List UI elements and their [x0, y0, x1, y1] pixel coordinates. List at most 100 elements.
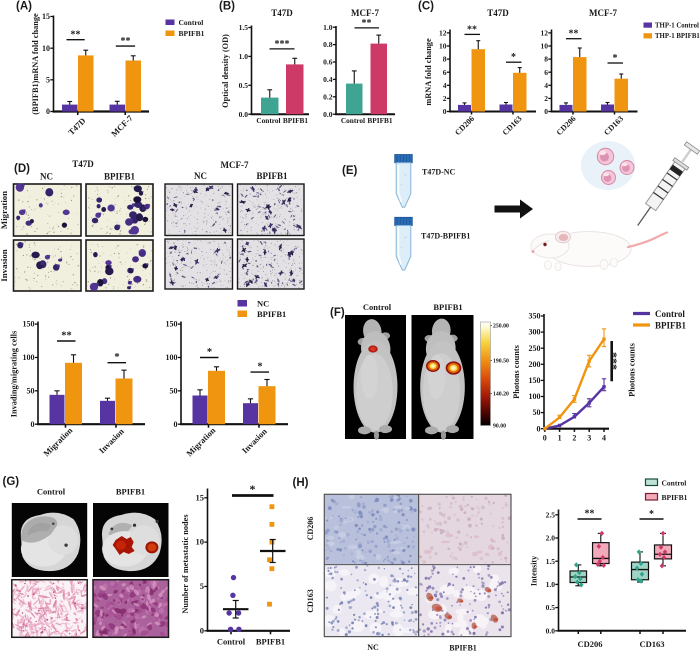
svg-text:350: 350 — [529, 312, 541, 321]
svg-text:190.50: 190.50 — [493, 359, 509, 365]
svg-text:8: 8 — [544, 55, 548, 64]
svg-text:***: *** — [275, 39, 290, 50]
svg-text:**: ** — [61, 331, 72, 342]
svg-text:BPIFB1: BPIFB1 — [179, 29, 205, 38]
svg-text:(D): (D) — [14, 163, 30, 175]
svg-text:0: 0 — [46, 107, 50, 116]
svg-text:12: 12 — [439, 29, 447, 38]
svg-text:0.4: 0.4 — [323, 75, 333, 84]
svg-text:140.20: 140.20 — [493, 392, 509, 398]
svg-text:2: 2 — [544, 94, 548, 103]
svg-text:Control: Control — [662, 479, 687, 488]
svg-text:**: ** — [467, 24, 477, 35]
svg-text:0: 0 — [31, 420, 35, 429]
svg-text:BPIFB1: BPIFB1 — [116, 487, 145, 497]
svg-text:*: * — [207, 347, 212, 358]
svg-text:4: 4 — [443, 81, 447, 90]
svg-text:0: 0 — [200, 625, 204, 635]
svg-text:BPIFB1: BPIFB1 — [449, 644, 477, 653]
svg-text:BPIFB1: BPIFB1 — [256, 637, 285, 647]
svg-text:90.00: 90.00 — [493, 424, 506, 430]
svg-text:Control: Control — [217, 637, 246, 647]
svg-text:Photons counts: Photons counts — [512, 344, 521, 398]
svg-text:**: ** — [585, 509, 595, 520]
svg-text:BPIFB1: BPIFB1 — [283, 116, 308, 125]
svg-text:50: 50 — [27, 386, 35, 395]
svg-text:*: * — [613, 53, 618, 64]
svg-text:1: 1 — [558, 434, 562, 443]
svg-text:2.5: 2.5 — [546, 510, 556, 519]
svg-text:10: 10 — [42, 44, 50, 53]
svg-text:CD206: CD206 — [577, 639, 602, 649]
svg-text:T47D: T47D — [271, 8, 293, 18]
svg-text:BPIFB1: BPIFB1 — [257, 309, 286, 319]
svg-text:*: * — [649, 509, 654, 520]
svg-text:BPIFB1: BPIFB1 — [433, 302, 462, 312]
svg-text:12: 12 — [541, 29, 549, 38]
svg-text:250: 250 — [529, 344, 541, 353]
svg-text:2: 2 — [572, 434, 576, 443]
svg-text:Invasion: Invasion — [0, 249, 9, 281]
svg-text:Optical density (OD): Optical density (OD) — [221, 34, 230, 108]
svg-text:4: 4 — [602, 434, 606, 443]
svg-text:50: 50 — [533, 408, 541, 417]
svg-text:0: 0 — [443, 107, 447, 116]
svg-text:**: ** — [362, 18, 372, 29]
svg-text:Control: Control — [655, 309, 685, 319]
svg-text:MCF-7: MCF-7 — [589, 8, 617, 18]
svg-text:5: 5 — [200, 581, 204, 591]
svg-text:1.0: 1.0 — [323, 23, 333, 32]
svg-text:*: * — [511, 52, 516, 63]
svg-text:BPIFB1: BPIFB1 — [256, 171, 288, 181]
svg-text:0.8: 0.8 — [323, 40, 333, 49]
svg-text:150: 150 — [166, 320, 178, 329]
svg-text:NC: NC — [194, 171, 207, 181]
svg-text:0.0: 0.0 — [239, 110, 249, 119]
svg-text:**: ** — [121, 36, 131, 47]
svg-text:(E): (E) — [342, 165, 358, 177]
svg-text:NC: NC — [367, 643, 379, 652]
svg-text:MCF-7: MCF-7 — [351, 8, 379, 18]
svg-text:8: 8 — [443, 55, 447, 64]
svg-text:100: 100 — [23, 353, 35, 362]
svg-text:Intensity: Intensity — [530, 556, 539, 586]
svg-text:15: 15 — [196, 492, 205, 502]
svg-text:200: 200 — [529, 360, 541, 369]
svg-text:(B): (B) — [219, 1, 235, 13]
svg-text:Migration: Migration — [0, 191, 9, 229]
svg-text:T47D-NC: T47D-NC — [422, 168, 456, 177]
svg-text:**: ** — [71, 30, 81, 41]
svg-text:THP-1 Control: THP-1 Control — [655, 23, 699, 30]
svg-text:(BPIFB1)mRNA fold change: (BPIFB1)mRNA fold change — [31, 13, 40, 115]
svg-text:0.0: 0.0 — [546, 626, 556, 635]
svg-text:1.0: 1.0 — [546, 580, 556, 589]
svg-text:(H): (H) — [293, 477, 309, 489]
svg-text:0.6: 0.6 — [323, 58, 333, 67]
svg-text:(F): (F) — [330, 307, 345, 319]
svg-text:100: 100 — [529, 392, 541, 401]
svg-text:150: 150 — [23, 320, 35, 329]
svg-text:BPIFB1: BPIFB1 — [655, 321, 687, 331]
svg-text:BPIFB1: BPIFB1 — [367, 116, 392, 125]
svg-text:mRNA fold change: mRNA fold change — [424, 38, 433, 106]
svg-text:1.5: 1.5 — [239, 23, 249, 32]
svg-text:CD163: CD163 — [306, 589, 315, 613]
svg-text:T47D: T47D — [72, 159, 94, 169]
svg-text:0.5: 0.5 — [239, 81, 249, 90]
svg-text:0: 0 — [543, 434, 547, 443]
svg-text:CD163: CD163 — [639, 639, 664, 649]
svg-text:0: 0 — [544, 107, 548, 116]
svg-text:15: 15 — [42, 12, 50, 21]
svg-text:1.5: 1.5 — [546, 557, 556, 566]
svg-text:NC: NC — [40, 172, 53, 182]
svg-text:150: 150 — [529, 376, 541, 385]
svg-text:10: 10 — [541, 42, 549, 51]
svg-text:Control: Control — [363, 302, 392, 312]
svg-text:1.0: 1.0 — [239, 52, 249, 61]
svg-text:4: 4 — [544, 81, 548, 90]
svg-text:50: 50 — [170, 386, 178, 395]
svg-text:*: * — [257, 362, 262, 373]
svg-text:0.2: 0.2 — [323, 92, 333, 101]
svg-text:Control: Control — [179, 18, 204, 27]
svg-text:10: 10 — [439, 42, 447, 51]
